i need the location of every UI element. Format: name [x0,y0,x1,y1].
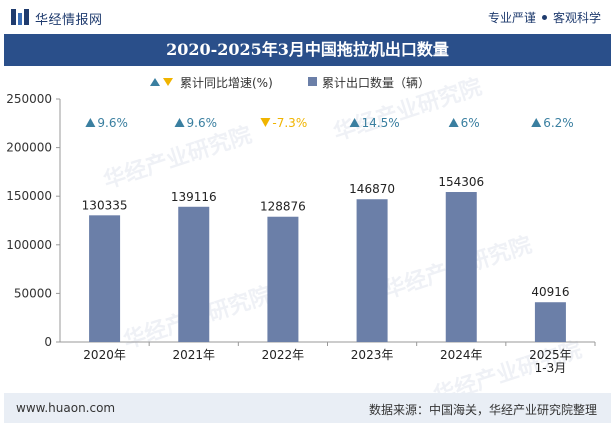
bar-value-label: 40916 [531,285,569,299]
bar-value-label: 139116 [171,190,217,204]
chart-title: 2020-2025年3月中国拖拉机出口数量 [166,40,449,59]
legend-up-triangle-icon [150,78,160,86]
logo-icon [11,9,29,25]
y-tick-label: 0 [44,335,52,349]
growth-up-triangle-icon [531,118,542,127]
growth-label: -7.3% [272,116,307,130]
bar [356,199,388,342]
bar-value-label: 128876 [260,200,306,214]
bar [267,216,299,342]
y-tick-label: 50000 [14,286,52,300]
growth-up-triangle-icon [174,118,185,127]
brand-tag: 客观科学 [552,11,601,25]
footer: www.huaon.com 数据来源：中国海关，华经产业研究院整理 [4,393,611,423]
y-tick-label: 250000 [6,92,52,106]
brand-name: 华经情报网 [35,13,103,28]
x-tick-label: 2021年 [172,348,215,362]
bar [445,192,477,342]
growth-label: 14.5% [362,116,400,130]
growth-label: 6.2% [543,116,574,130]
x-tick-label: 1-3月 [535,361,567,375]
bar-value-label: 146870 [349,182,395,196]
growth-down-triangle-icon [260,118,271,127]
x-tick-label: 2020年 [83,348,126,362]
bullet-dot-icon [541,15,547,20]
bar-chart: 累计同比增速(%) 累计出口数量（辆） 0 50000 100000 150000 2000… [6,75,596,375]
legend-bar-swatch [308,77,317,86]
y-tick-label: 150000 [6,189,52,203]
footer-site: www.huaon.com [16,401,116,415]
bar-value-label: 130335 [82,198,128,212]
growth-up-triangle-icon [448,118,459,127]
brand-tag: 专业严谨 [487,11,536,25]
x-tick-label: 2022年 [262,348,305,362]
top-bar: 华经情报网 专业严谨 客观科学 [0,0,615,34]
legend-growth-label: 累计同比增速(%) [180,76,273,90]
bar [534,302,566,342]
bar [89,215,121,342]
growth-label: 6% [461,116,480,130]
bar [178,206,210,342]
brand-tags: 专业严谨 客观科学 [488,9,601,26]
bar-value-label: 154306 [438,175,484,189]
x-tick-label: 2024年 [440,348,483,362]
legend-down-triangle-icon [163,78,173,86]
growth-up-triangle-icon [349,118,360,127]
x-tick-label: 2023年 [351,348,394,362]
growth-label: 9.6% [97,116,128,130]
y-tick-label: 200000 [6,141,52,155]
legend-series-label: 累计出口数量（辆） [322,75,430,90]
growth-label: 9.6% [187,116,218,130]
y-tick-label: 100000 [6,238,52,252]
title-bar: 2020-2025年3月中国拖拉机出口数量 [4,34,611,66]
x-tick-label: 2025年 [529,348,572,362]
growth-up-triangle-icon [85,118,96,127]
footer-source: 数据来源：中国海关，华经产业研究院整理 [368,403,597,417]
